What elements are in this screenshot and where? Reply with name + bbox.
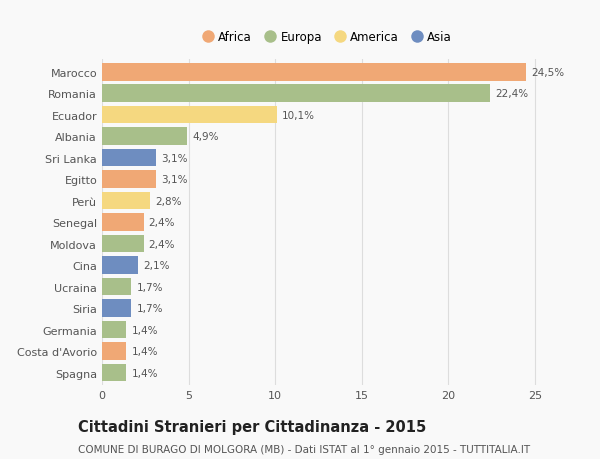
Text: Cittadini Stranieri per Cittadinanza - 2015: Cittadini Stranieri per Cittadinanza - 2… [78,419,426,434]
Text: 2,8%: 2,8% [155,196,182,206]
Bar [102,150,155,167]
Bar [102,64,526,81]
Bar [102,321,126,339]
Bar [102,171,155,189]
Bar [102,128,187,146]
Text: COMUNE DI BURAGO DI MOLGORA (MB) - Dati ISTAT al 1° gennaio 2015 - TUTTITALIA.IT: COMUNE DI BURAGO DI MOLGORA (MB) - Dati … [78,444,530,454]
Bar [102,364,126,381]
Text: 2,4%: 2,4% [149,218,175,228]
Bar [102,342,126,360]
Bar [102,85,490,103]
Text: 2,4%: 2,4% [149,239,175,249]
Bar [102,192,151,210]
Text: 1,4%: 1,4% [131,325,158,335]
Text: 2,1%: 2,1% [143,261,170,270]
Bar [102,257,139,274]
Bar [102,106,277,124]
Text: 10,1%: 10,1% [282,111,315,120]
Text: 1,4%: 1,4% [131,368,158,378]
Text: 3,1%: 3,1% [161,153,187,163]
Text: 3,1%: 3,1% [161,175,187,185]
Bar [102,214,143,231]
Text: 1,4%: 1,4% [131,346,158,356]
Text: 1,7%: 1,7% [137,282,163,292]
Legend: Africa, Europa, America, Asia: Africa, Europa, America, Asia [197,27,457,49]
Text: 1,7%: 1,7% [137,303,163,313]
Bar [102,235,143,253]
Text: 4,9%: 4,9% [192,132,218,142]
Bar [102,300,131,317]
Text: 22,4%: 22,4% [495,89,528,99]
Text: 24,5%: 24,5% [531,67,565,78]
Bar [102,278,131,296]
